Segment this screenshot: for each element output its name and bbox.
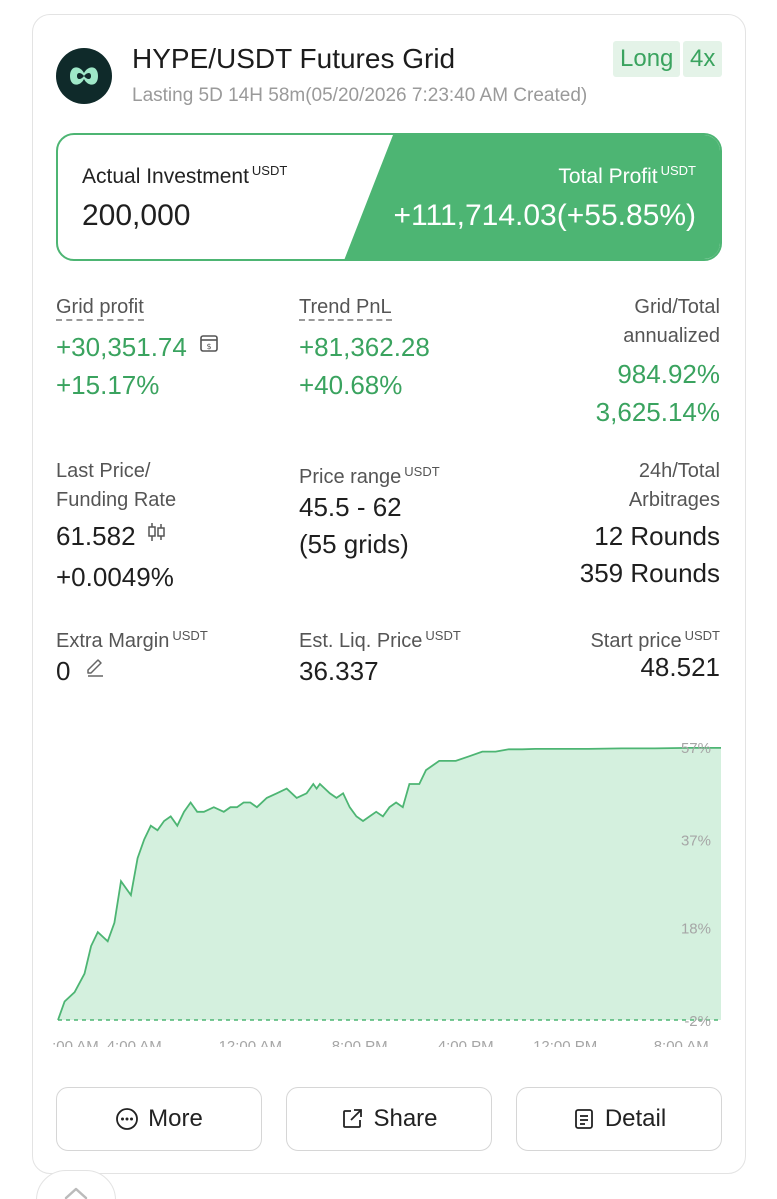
start-price-value: 48.521 <box>640 652 720 682</box>
share-icon <box>343 1109 363 1128</box>
annualized-grid: 984.92% <box>617 359 720 389</box>
total-profit-value: +111,714.03(+55.85%) <box>393 199 696 232</box>
more-icon <box>116 1108 139 1130</box>
trend-pnl-pct: +40.68% <box>299 370 403 400</box>
x-tick-label: 8:00 AM <box>654 1038 709 1047</box>
edit-icon[interactable] <box>84 656 106 678</box>
arbitrages-total: 359 Rounds <box>579 558 720 588</box>
x-tick-label: 12:00 PM <box>533 1038 597 1047</box>
last-price-label: Last Price/ Funding Rate <box>56 460 177 511</box>
futures-grid-card: HYPE/USDT Futures Grid Lasting 5D 14H 58… <box>32 14 746 1174</box>
share-button[interactable]: Share <box>286 1087 492 1151</box>
y-tick-label: 18% <box>681 920 711 937</box>
annualized-label: Grid/Total annualized <box>623 296 720 347</box>
annualized-total: 3,625.14% <box>595 397 720 427</box>
investment-value: 200,000 <box>82 199 191 232</box>
y-tick-label: 57% <box>681 740 711 757</box>
start-price-label: Start price USDT <box>590 628 720 652</box>
x-tick-label: 4:00 AM <box>107 1038 162 1047</box>
grid-profit-label[interactable]: Grid profit <box>56 293 144 322</box>
y-tick-label: -2% <box>684 1013 711 1030</box>
grid-profit-value: +30,351.74 $ <box>56 329 220 366</box>
leverage-tag: 4x <box>683 41 723 77</box>
funding-rate-value: +0.0049% <box>56 562 174 592</box>
profit-highlight <box>344 135 720 259</box>
bot-title: HYPE/USDT Futures Grid <box>132 43 456 74</box>
chevron-up-icon <box>64 1187 88 1199</box>
pnl-line <box>57 747 721 1021</box>
detail-button[interactable]: Detail <box>516 1087 722 1151</box>
price-range-label: Price range USDT <box>299 464 440 488</box>
price-range-grids: (55 grids) <box>299 529 409 559</box>
share-button-label: Share <box>373 1105 438 1132</box>
scroll-top-button[interactable] <box>36 1170 116 1199</box>
more-button[interactable]: More <box>56 1087 262 1151</box>
extra-margin-value: 0 <box>56 653 106 690</box>
trend-pnl-label[interactable]: Trend PnL <box>299 293 392 322</box>
arbitrages-label: 24h/Total Arbitrages <box>628 460 720 511</box>
x-tick-label: 4:00 PM <box>438 1038 494 1047</box>
candlestick-icon[interactable] <box>147 521 167 543</box>
total-profit-label: Total Profit USDT <box>558 163 696 188</box>
arbitrages-24h: 12 Rounds <box>594 521 720 551</box>
price-range-value: 45.5 - 62 <box>299 492 402 522</box>
detail-button-label: Detail <box>604 1105 667 1132</box>
investment-label: Actual Investment USDT <box>82 163 288 188</box>
detail-icon <box>574 1109 593 1129</box>
y-tick-label: 37% <box>681 833 711 850</box>
more-button-label: More <box>148 1105 203 1132</box>
direction-tag: Long <box>613 41 681 77</box>
hype-logo-icon <box>56 48 112 104</box>
summary-panel: Actual Investment USDT 200,000 Total Prof… <box>56 133 722 261</box>
grid-profit-pct: +15.17% <box>56 370 160 400</box>
pnl-chart[interactable]: 57% 37% 18% -2% 8:00 AM 4:00 AM 12:00 AM 8:00 … <box>53 717 733 1047</box>
pnl-area <box>58 747 721 1020</box>
extra-margin-label: Extra Margin USDT <box>56 628 208 652</box>
x-tick-label: 8:00 PM <box>332 1038 388 1047</box>
trend-pnl-value: +81,362.28 <box>299 332 430 362</box>
svg-text:$: $ <box>207 342 212 351</box>
liq-price-value: 36.337 <box>299 656 379 686</box>
last-price-value: 61.582 <box>56 518 167 555</box>
x-tick-label: 8:00 AM <box>53 1038 99 1047</box>
bill-icon[interactable]: $ <box>198 332 220 354</box>
x-tick-label: 12:00 AM <box>219 1038 282 1047</box>
bot-subtitle: Lasting 5D 14H 58m(05/20/2026 7:23:40 AM… <box>132 85 588 106</box>
liq-price-label: Est. Liq. Price USDT <box>299 628 461 652</box>
